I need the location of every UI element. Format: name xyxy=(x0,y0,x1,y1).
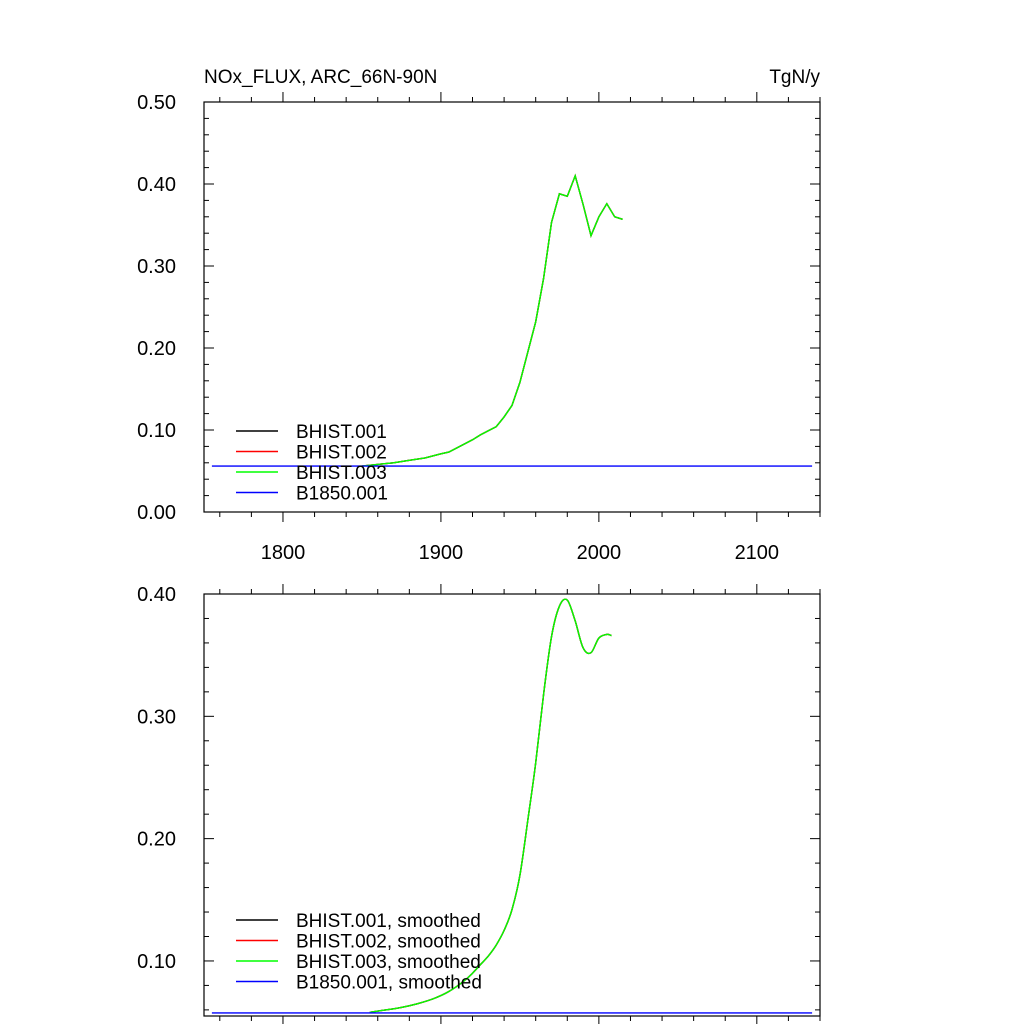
y-tick-label: 0.10 xyxy=(137,951,176,973)
y-tick-label: 0.20 xyxy=(137,829,176,851)
x-tick-label: 1900 xyxy=(419,542,464,564)
y-tick-label: 0.30 xyxy=(137,256,176,278)
y-tick-label: 0.50 xyxy=(137,92,176,114)
units-label: TgN/y xyxy=(769,67,820,88)
y-tick-label: 0.20 xyxy=(137,338,176,360)
plot-frame xyxy=(203,593,821,1017)
legend-label: BHIST.001 xyxy=(296,422,387,443)
series-line-2 xyxy=(369,598,612,1013)
y-tick-label: 0.40 xyxy=(137,174,176,196)
y-tick-label: 0.30 xyxy=(137,706,176,728)
x-tick-label: 2100 xyxy=(735,542,780,564)
legend-label: BHIST.003 xyxy=(296,463,387,484)
y-tick-label: 0.10 xyxy=(137,420,176,442)
series-line-1 xyxy=(361,173,623,467)
legend-label: B1850.001 xyxy=(296,484,388,505)
y-axis: 0.00 0.10 0.20 0.30 0.40 0.50 xyxy=(137,92,820,524)
y-tick-label: 0.00 xyxy=(137,502,176,524)
legend-label: B1850.001, smoothed xyxy=(296,973,482,994)
series-layer xyxy=(211,173,813,467)
series-layer xyxy=(211,598,813,1014)
chart-title: NOx_FLUX, ARC_66N-90N xyxy=(204,67,437,88)
bottom-panel: 0.100.200.300.40 BHIST.001, smoothedBHIS… xyxy=(137,584,821,1024)
x-tick-label: 2000 xyxy=(577,542,622,564)
x-axis xyxy=(219,584,821,1024)
y-axis: 0.10 0.20 0.30 0.40 xyxy=(137,584,820,1011)
x-axis: 1800 1900 2000 2100 xyxy=(219,92,821,564)
legend-label: BHIST.002 xyxy=(296,443,387,464)
y-tick-label: 0.40 xyxy=(137,584,176,606)
x-tick-label: 1800 xyxy=(261,542,306,564)
legend-label: BHIST.001, smoothed xyxy=(296,911,481,932)
plot-frame xyxy=(203,101,821,513)
legend-label: BHIST.003, smoothed xyxy=(296,952,481,973)
series-line-2 xyxy=(361,173,623,467)
series-line-0 xyxy=(361,173,623,467)
legend-label: BHIST.002, smoothed xyxy=(296,932,481,953)
top-panel: NOx_FLUX, ARC_66N-90N TgN/y 0.00 0.10 0.20… xyxy=(137,67,821,564)
